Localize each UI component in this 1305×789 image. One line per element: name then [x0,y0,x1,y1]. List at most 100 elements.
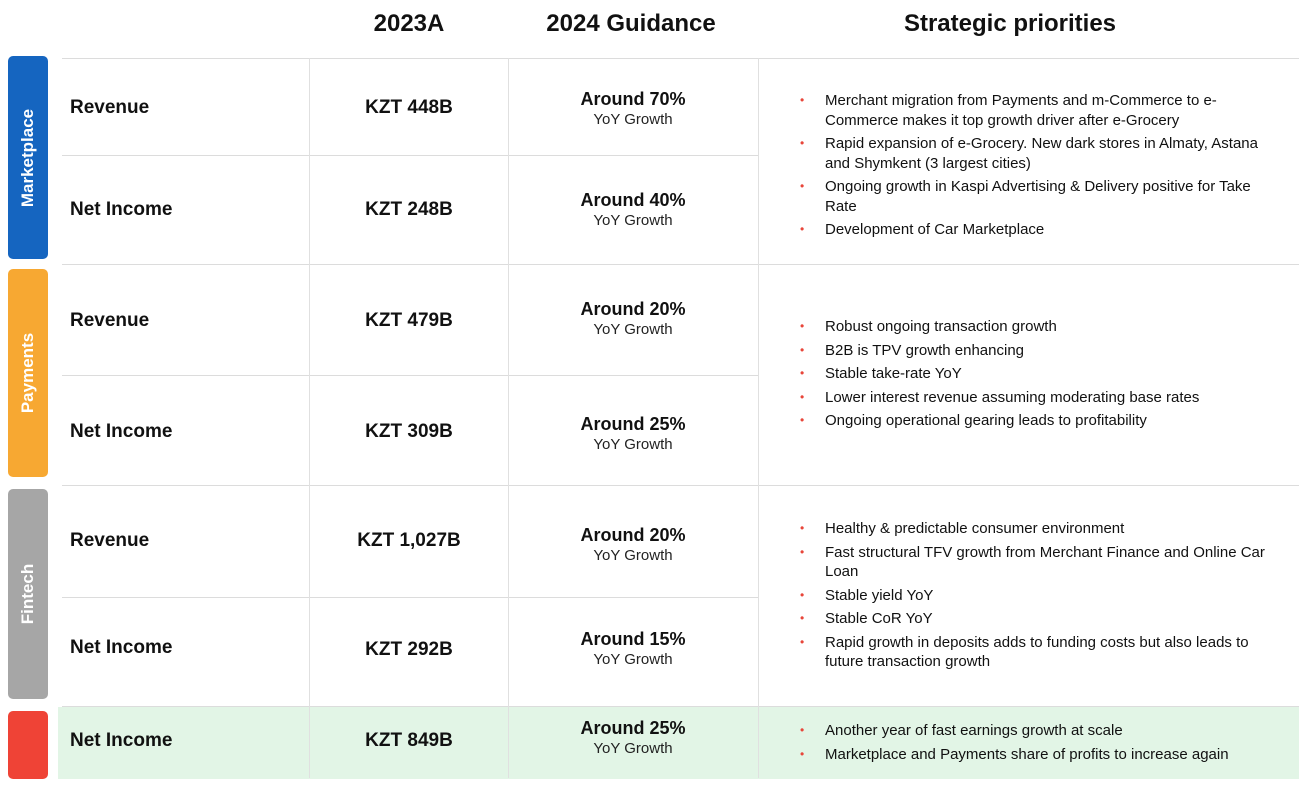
bullet-icon: • [800,136,805,150]
guidance-cell: Around 25% YoY Growth [510,413,756,455]
guidance-value: Around 20% [580,299,686,319]
bullet-icon: • [800,179,805,193]
sidebar-fintech-label: Fintech [18,563,38,625]
value-2023: KZT 479B [365,310,453,331]
priorities-total: • Another year of fast earnings growth at… [800,721,1280,768]
value-2023: KZT 1,027B [357,530,461,551]
metric-label: Net Income [70,637,173,658]
guidance-sub: YoY Growth [593,321,673,338]
bullet-icon: • [800,222,805,236]
guidance-value: Around 70% [580,89,686,109]
bullet-icon: • [800,544,805,559]
value-2023: KZT 849B [365,730,453,751]
list-item: • Fast structural TFV growth from Merchan… [800,543,1280,582]
guidance-sub: YoY Growth [593,212,673,229]
metric-label: Revenue [70,530,150,551]
sidebar-total [8,711,48,779]
list-item: • Stable CoR YoY [800,609,1280,629]
bullet-icon: • [800,413,805,427]
priority-text: Merchant migration from Payments and m-C… [825,92,1217,129]
list-item: • Another year of fast earnings growth at… [800,721,1280,741]
list-item: • Ongoing growth in Kaspi Advertising & D… [800,177,1280,216]
guidance-value: Around 40% [580,190,686,210]
bullet-icon: • [800,319,805,333]
priority-text: Another year of fast earnings growth at … [825,722,1123,739]
priority-text: Ongoing growth in Kaspi Advertising & De… [825,178,1251,215]
column-divider [758,58,759,778]
guidance-sub: YoY Growth [593,436,673,453]
guidance-cell: Around 15% YoY Growth [510,628,756,670]
list-item: • Merchant migration from Payments and m-… [800,91,1280,130]
sidebar-marketplace-label: Marketplace [18,108,37,207]
list-item: • B2B is TPV growth enhancing [800,341,1280,361]
priority-text: Ongoing operational gearing leads to pro… [825,412,1147,429]
priority-text: Healthy & predictable consumer environme… [825,520,1125,537]
bullet-icon: • [800,634,805,649]
guidance-cell: Around 70% YoY Growth [510,88,756,130]
divider [62,58,1299,59]
sidebar-payments-label: Payments [18,332,38,414]
bullet-icon: • [800,366,805,380]
priorities-marketplace: • Merchant migration from Payments and m-… [800,91,1280,244]
value-2023: KZT 309B [365,421,453,442]
value-2023: KZT 248B [365,199,453,220]
list-item: • Rapid expansion of e-Grocery. New dark … [800,134,1280,173]
guidance-sub: YoY Growth [593,547,673,564]
sidebar-fintech: Fintech [8,489,48,699]
metric-label: Revenue [70,310,150,331]
list-item: • Lower interest revenue assuming moderat… [800,388,1280,408]
priority-text: Stable CoR YoY [825,610,933,627]
priority-text: Robust ongoing transaction growth [825,318,1057,335]
priority-text: Stable take-rate YoY [825,365,962,382]
guidance-sub: YoY Growth [593,740,673,757]
header-2023a: 2023A [373,10,445,37]
list-item: • Stable take-rate YoY [800,364,1280,384]
header-strategic-priorities: Strategic priorities [903,10,1117,37]
guidance-cell: Around 25% YoY Growth [510,717,756,759]
guidance-value: Around 20% [580,525,686,545]
divider [62,485,1299,486]
guidance-value: Around 25% [580,414,686,434]
header-2024-guidance: 2024 Guidance [546,10,716,37]
priority-text: Development of Car Marketplace [825,221,1045,238]
bullet-icon: • [800,723,805,737]
priority-text: Marketplace and Payments share of profit… [825,745,1229,763]
list-item: • Ongoing operational gearing leads to pr… [800,411,1280,431]
metric-label: Revenue [70,97,150,118]
priority-text: Stable yield YoY [825,586,934,604]
bullet-icon: • [800,93,805,107]
value-2023: KZT 448B [365,97,453,118]
priority-text: B2B is TPV growth enhancing [825,341,1025,359]
guidance-cell: Around 20% YoY Growth [510,524,756,566]
guidance-sub: YoY Growth [593,651,673,668]
sidebar-marketplace: Marketplace [8,56,48,259]
divider [62,264,1299,265]
guidance-sub: YoY Growth [593,111,673,128]
priorities-payments: • Robust ongoing transaction growth • B2B … [800,317,1280,435]
bullet-icon: • [800,746,805,761]
bullet-icon: • [800,521,805,535]
guidance-cell: Around 40% YoY Growth [510,189,756,231]
list-item: • Stable yield YoY [800,586,1280,606]
guidance-value: Around 15% [580,629,686,649]
guidance-cell: Around 20% YoY Growth [510,298,756,340]
total-row-background [58,707,1299,779]
bullet-icon: • [800,389,805,404]
priority-text: Fast structural TFV growth from Merchant… [825,543,1265,581]
bullet-icon: • [800,587,805,602]
list-item: • Marketplace and Payments share of profi… [800,745,1280,765]
guidance-value: Around 25% [580,718,686,738]
list-item: • Robust ongoing transaction growth [800,317,1280,337]
priority-text: Rapid expansion of e-Grocery. New dark s… [825,135,1258,172]
column-divider [309,58,310,778]
list-item: • Development of Car Marketplace [800,220,1280,240]
divider [62,155,758,156]
metric-label: Net Income [70,730,173,751]
metric-label: Net Income [70,421,173,442]
priority-text: Lower interest revenue assuming moderati… [825,388,1200,406]
list-item: • Rapid growth in deposits adds to fundin… [800,633,1280,672]
sidebar-payments: Payments [8,269,48,477]
value-2023: KZT 292B [365,639,453,660]
list-item: • Healthy & predictable consumer environm… [800,519,1280,539]
divider [62,597,758,598]
